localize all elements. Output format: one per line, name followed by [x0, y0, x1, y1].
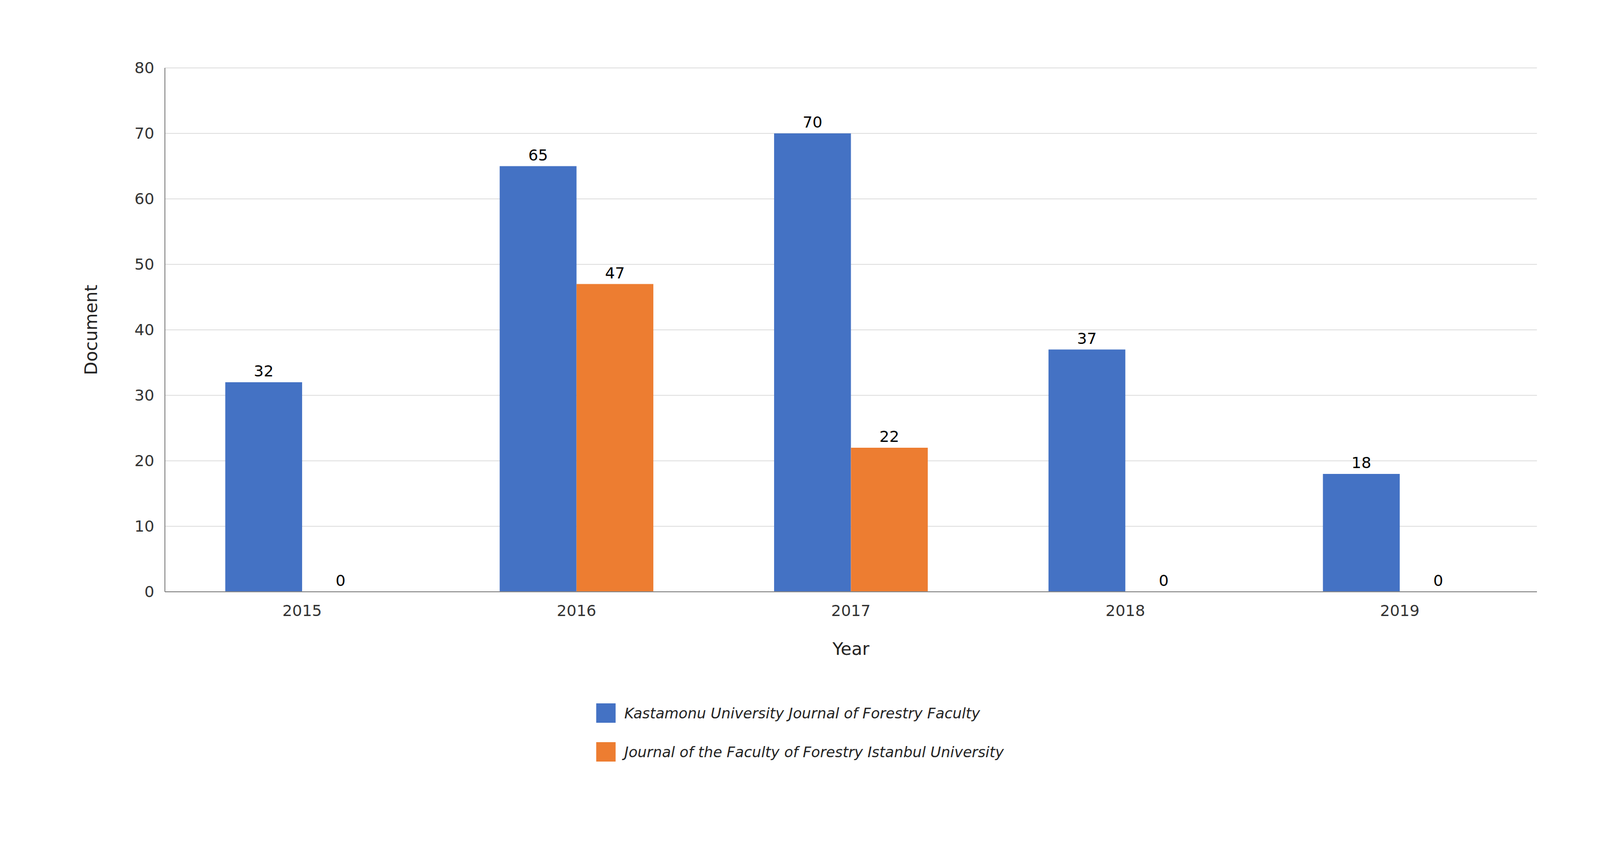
bar [576, 284, 654, 593]
bar [851, 447, 928, 592]
legend-item: Kastamonu University Journal of Forestry… [596, 703, 981, 723]
data-labels: 32 65 70 37 18 0 47 22 0 0 [253, 113, 1443, 590]
y-axis-line [164, 67, 166, 592]
data-label: 32 [253, 361, 274, 381]
bar [225, 382, 302, 592]
y-tick-label: 40 [134, 320, 155, 340]
series-bars [225, 133, 1400, 592]
grid [164, 67, 1537, 592]
grid-line [164, 67, 1537, 69]
y-tick-label: 0 [144, 582, 155, 601]
data-label: 0 [335, 571, 346, 590]
x-tick-label: 2017 [831, 601, 871, 620]
x-axis-label: Year [831, 638, 870, 659]
x-tick-label: 2019 [1379, 601, 1420, 620]
y-tick-label: 10 [134, 517, 155, 536]
data-label: 37 [1077, 329, 1098, 348]
data-label: 0 [1433, 571, 1443, 590]
data-label: 18 [1351, 453, 1372, 472]
legend: Kastamonu University Journal of Forestry… [596, 703, 1005, 762]
bar [499, 166, 577, 593]
data-label: 0 [1158, 571, 1169, 590]
grid-line [164, 591, 1537, 593]
bar [774, 133, 851, 592]
legend-swatch [596, 703, 616, 723]
data-label: 47 [605, 263, 626, 283]
y-tick-label: 30 [134, 386, 155, 405]
bar [1323, 473, 1400, 592]
x-axis-line [164, 591, 1537, 593]
y-tick-label: 50 [134, 255, 155, 274]
page: {"chart_data": {"type": "bar", "categori… [0, 0, 1600, 845]
series-bars [576, 284, 928, 593]
chart: 0102030405060708032657037180472200201520… [0, 0, 1600, 845]
bars [225, 133, 1400, 592]
y-tick-labels: 0 10 20 30 40 50 60 70 80 [134, 58, 155, 601]
x-tick-labels: 2015 2016 2017 2018 2019 [282, 601, 1420, 620]
y-tick-label: 20 [134, 451, 155, 470]
y-axis-label: Document [80, 284, 101, 376]
legend-swatch [596, 742, 616, 762]
x-tick-label: 2018 [1105, 601, 1146, 620]
legend-label: Kastamonu University Journal of Forestry… [624, 704, 981, 722]
y-tick-label: 80 [134, 58, 155, 78]
data-label: 70 [802, 113, 823, 132]
y-tick-label: 60 [134, 189, 155, 209]
legend-item: Journal of the Faculty of Forestry Istan… [596, 742, 1005, 762]
data-label: 22 [879, 427, 900, 446]
x-tick-label: 2016 [556, 601, 597, 620]
bar [1048, 349, 1126, 593]
x-tick-label: 2015 [282, 601, 322, 620]
legend-label: Journal of the Faculty of Forestry Istan… [621, 743, 1005, 761]
y-tick-label: 70 [134, 124, 155, 143]
data-label: 65 [528, 145, 549, 165]
